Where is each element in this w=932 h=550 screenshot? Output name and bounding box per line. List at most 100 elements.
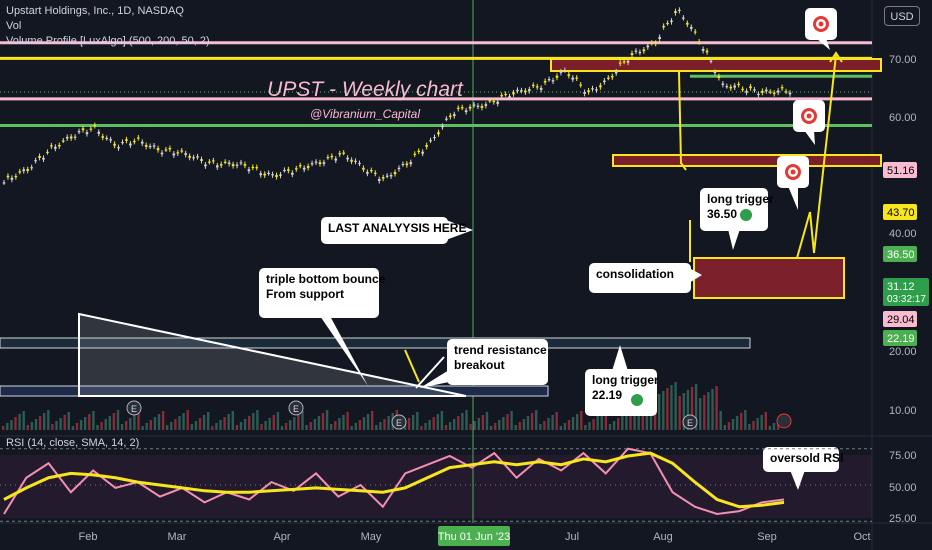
candle-body [666, 22, 669, 25]
volume-bar [6, 423, 9, 430]
candle-body [492, 100, 496, 103]
volume-bar [137, 412, 140, 430]
candle-body [381, 177, 385, 179]
candle-body [192, 157, 195, 159]
candle-body [445, 118, 448, 120]
volume-bar [760, 415, 763, 430]
trigger-dot [740, 209, 752, 221]
candle-body [610, 75, 614, 78]
candle-body [725, 86, 729, 88]
candle-body [263, 173, 266, 176]
volume-bar [63, 415, 66, 430]
candle-body [287, 169, 290, 171]
volume-bar [243, 419, 247, 430]
candle-body [516, 89, 519, 91]
target-icon-60-tail [804, 130, 815, 145]
volume-bar [342, 415, 345, 430]
volume-bar [182, 413, 185, 430]
consolidation-note-tail [689, 268, 702, 283]
volume-bar [535, 410, 538, 430]
volume-bar [592, 419, 595, 430]
consolidation-note-text: consolidation [596, 267, 674, 281]
currency-button[interactable]: USD [884, 6, 920, 26]
volume-bar [104, 419, 107, 430]
price-level-tag [883, 204, 917, 220]
time-axis-label: Jul [565, 531, 579, 543]
candle-body [500, 95, 503, 97]
candle-body [508, 96, 511, 98]
volume-bar [252, 413, 255, 430]
volume-bar [608, 424, 612, 430]
volume-bar [100, 422, 103, 430]
volume-bar [313, 419, 316, 430]
volume-bar [707, 392, 710, 430]
candle-body [385, 175, 389, 177]
volume-bar [506, 414, 509, 430]
candle-body [646, 45, 650, 48]
volume-bar [494, 423, 497, 430]
candle-body [243, 164, 247, 166]
candle-body [603, 80, 606, 83]
long-trigger-36-note-text: long trigger [707, 192, 774, 206]
candle-body [30, 167, 33, 169]
volume-bar [330, 424, 333, 430]
candle-body [437, 132, 440, 135]
candle-body [757, 93, 760, 96]
volume-bar [375, 425, 378, 430]
volume-bar [682, 393, 685, 430]
candle-body [729, 86, 733, 89]
rsi-band [0, 455, 872, 518]
price-level-tag [883, 246, 917, 262]
chart-subtitle: @Vibranium_Capital [310, 107, 420, 121]
candle-body [239, 162, 243, 164]
volume-bar [735, 416, 739, 430]
volume-bar [768, 426, 772, 430]
candle-body [472, 104, 476, 106]
volume-bar [235, 425, 239, 430]
time-axis-label: May [361, 531, 382, 543]
volume-bar [510, 411, 513, 430]
candle-body [622, 61, 626, 63]
candle-body [658, 36, 661, 39]
bar-countdown: 03:32:17 [887, 294, 926, 305]
candle-body [642, 49, 646, 52]
candle-body [160, 152, 164, 155]
volume-bar [407, 418, 411, 430]
candle-body [701, 48, 705, 51]
last-analysis-note [321, 217, 448, 244]
volume-bar [153, 417, 157, 430]
volume-bar [26, 425, 29, 430]
volume-bar [555, 412, 558, 430]
candle-body [113, 143, 116, 146]
volume-bar [580, 411, 583, 430]
volume-bar [457, 416, 460, 430]
volume-bar [596, 416, 599, 430]
candle-body [212, 160, 215, 162]
time-axis-label: Apr [273, 531, 290, 543]
candle-body [377, 179, 381, 182]
earnings-marker-label: E [396, 418, 402, 428]
candle-body [133, 140, 136, 143]
volume-bar [383, 419, 386, 430]
candle-body [231, 164, 235, 167]
volume-bar [239, 422, 243, 430]
candle-body [334, 158, 338, 161]
price-level-tag-label: 43.70 [887, 207, 915, 219]
candle-body [389, 175, 393, 177]
volume-bar [55, 421, 58, 430]
volume-bar [600, 413, 603, 430]
volume-bar [658, 394, 661, 430]
candle-body [148, 146, 152, 148]
price-level-tag-label: 29.04 [887, 314, 915, 326]
breakdown-path [678, 71, 687, 171]
volume-bar [465, 410, 468, 430]
volume-bar [678, 396, 681, 430]
candle-body [587, 90, 590, 93]
candle-body [393, 172, 397, 175]
candle-body [306, 166, 310, 168]
candle-body [318, 162, 322, 165]
last-price-value: 31.12 [887, 281, 915, 293]
trigger-dot [631, 394, 643, 406]
volume-bar [453, 419, 456, 430]
